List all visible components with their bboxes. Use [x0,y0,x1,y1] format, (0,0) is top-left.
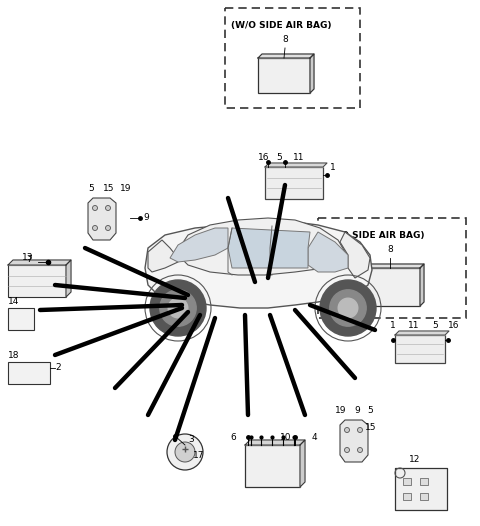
Text: 13: 13 [22,253,34,262]
Circle shape [358,428,362,432]
Polygon shape [395,331,449,335]
Bar [225,8,360,108]
Bar [318,218,466,318]
Bar [403,493,411,500]
Text: (W/O SIDE AIR BAG): (W/O SIDE AIR BAG) [324,231,424,240]
Bar [403,478,411,485]
Bar [8,265,66,297]
Text: 14: 14 [8,297,19,306]
Circle shape [106,206,110,210]
Polygon shape [178,218,345,275]
Text: 9: 9 [143,214,149,222]
Polygon shape [228,228,310,268]
Circle shape [345,428,349,432]
Circle shape [330,290,366,326]
Circle shape [175,442,195,462]
Bar [245,445,300,487]
Circle shape [358,448,362,452]
Polygon shape [300,440,305,487]
Polygon shape [360,264,424,268]
Text: 11: 11 [408,321,420,330]
Text: 3: 3 [188,435,194,444]
Circle shape [320,280,376,336]
Text: (W/O SIDE AIR BAG): (W/O SIDE AIR BAG) [231,21,332,30]
Text: 16: 16 [258,153,269,162]
Circle shape [93,206,97,210]
Text: 18: 18 [8,351,20,360]
Polygon shape [258,54,314,58]
Text: 12: 12 [409,455,420,464]
Text: 11: 11 [293,153,304,162]
Text: 8: 8 [387,245,393,254]
Circle shape [93,226,97,230]
Text: 5: 5 [276,153,282,162]
Polygon shape [245,440,305,445]
Circle shape [106,226,110,230]
Polygon shape [148,240,178,272]
Text: 5: 5 [432,321,438,330]
Text: 9: 9 [354,406,360,415]
Circle shape [160,290,196,326]
Polygon shape [340,232,370,278]
Bar [420,493,428,500]
Circle shape [167,434,203,470]
Bar [8,308,34,330]
Polygon shape [8,260,71,265]
Polygon shape [310,54,314,93]
Circle shape [345,448,349,452]
Circle shape [338,298,358,318]
Polygon shape [145,222,372,308]
Polygon shape [88,198,116,240]
Polygon shape [66,260,71,297]
Text: 19: 19 [335,406,347,415]
Text: 6: 6 [230,433,236,442]
Text: 10: 10 [280,433,291,442]
Circle shape [150,280,206,336]
Text: 1: 1 [390,321,396,330]
Text: 7: 7 [26,256,32,265]
Text: 1: 1 [330,164,336,173]
Text: 5: 5 [367,406,373,415]
Text: 2: 2 [55,363,60,372]
Polygon shape [170,228,228,262]
Circle shape [168,298,188,318]
Polygon shape [265,163,327,167]
Bar [420,478,428,485]
Text: 5: 5 [88,184,94,193]
Text: 19: 19 [120,184,132,193]
Text: 15: 15 [365,423,376,432]
Bar [258,58,310,93]
Bar [395,335,445,363]
Text: 16: 16 [448,321,459,330]
Polygon shape [340,420,368,462]
Bar [395,468,447,510]
Polygon shape [420,264,424,306]
Text: 15: 15 [103,184,115,193]
Text: 17: 17 [193,451,204,460]
Bar [265,167,323,199]
Text: 8: 8 [282,35,288,44]
Polygon shape [308,232,348,272]
Bar [8,362,50,384]
Bar [360,268,420,306]
Text: 4: 4 [312,433,318,442]
